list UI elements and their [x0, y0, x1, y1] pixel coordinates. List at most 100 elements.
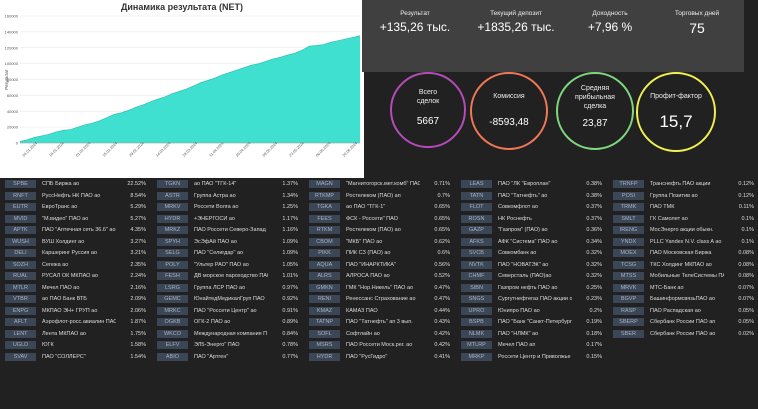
- ticker-badge: AFKS: [461, 237, 492, 246]
- instrument-name: ао ПАО "ТГК-1": [346, 204, 386, 210]
- instrument-share: 0.34%: [586, 238, 602, 245]
- instrument-share: 0.41%: [434, 353, 450, 360]
- list-item: SNGS Сургутнефтегаз ПАО акции о 0.23%: [456, 294, 606, 306]
- ticker-badge: EUTR: [5, 203, 36, 211]
- instrument-name: ПАО "Селигдар" ао: [194, 250, 244, 256]
- instrument-share: 0.37%: [586, 215, 602, 222]
- ticker-badge: ROSN: [461, 214, 492, 223]
- ticker-badge: IRENG: [613, 226, 644, 234]
- instrument-share: 0.36%: [586, 227, 602, 233]
- x-tick-label: 01.02.2024: [75, 141, 91, 157]
- ticker-column-2: TGKN ао ПАО "ТГК-14" 1.37% ASTR Группа Астра…: [152, 179, 302, 363]
- instrument-share: 3.27%: [130, 238, 146, 245]
- instrument-name: Ростелеком (ПАО) ап: [346, 192, 401, 199]
- x-tick-label: 25.04.2024: [235, 141, 251, 157]
- instrument-name: ПАО ТМК: [650, 204, 675, 210]
- instrument-share: 0.05%: [738, 319, 754, 325]
- ticker-badge: SELG: [157, 249, 188, 257]
- list-item: LSRG Группа ЛСР ПАО ао 0.97%: [152, 283, 302, 295]
- list-item: MRKV Россети Волга ао 1.25%: [152, 202, 302, 214]
- list-item: TRNFP Транснефть ПАО акции 0.12%: [608, 179, 758, 191]
- instrument-share: 0.84%: [282, 330, 298, 337]
- list-item: SVAV ПАО "СОЛЛЕРС" 1.54%: [0, 352, 150, 364]
- ticker-badge: MRKC: [157, 306, 188, 315]
- ticker-badge: MAGN: [309, 180, 340, 188]
- ticker-badge: YNDX: [613, 237, 644, 246]
- instrument-name: МКПАО ЭН+ ГРУП ао: [42, 307, 98, 314]
- list-item: SELG ПАО "Селигдар" ао 1.09%: [152, 248, 302, 260]
- instrument-name: Россети Волга ао: [194, 204, 239, 210]
- instrument-share: 1.37%: [282, 181, 298, 187]
- instrument-share: 2.35%: [130, 261, 146, 268]
- instrument-share: 2.06%: [130, 307, 146, 314]
- instrument-name: ПАО Россети Моск.рег. ао: [346, 342, 413, 348]
- instrument-name: Совкомфлот ао: [498, 204, 539, 210]
- ticker-badge: GAZP: [461, 226, 492, 234]
- x-tick-label: 09.05.2024: [262, 141, 278, 157]
- ticker-badge: BGVP: [613, 295, 644, 303]
- instrument-share: 0.02%: [738, 330, 754, 337]
- instrument-share: 1.05%: [282, 261, 298, 268]
- ticker-badge: FESH: [157, 272, 188, 280]
- ticker-badge: SPBE: [5, 180, 36, 188]
- instrument-name: ГК Самолет ао: [650, 215, 688, 222]
- instrument-name: Ростелеком (ПАО) ао: [346, 227, 401, 233]
- circle-avg-profit-trade-label: Средняя прибыльная сделка: [575, 85, 615, 110]
- instrument-name: Группа Астра ао: [194, 192, 236, 199]
- instrument-name: ПАО "Аптечная сеть 36.6" ао: [42, 227, 116, 233]
- list-item: TATN ПАО "Татнефть" ао 0.38%: [456, 191, 606, 203]
- list-item: GEMC ЮнайтедМедикалГруп ПАО 0.92%: [152, 294, 302, 306]
- ticker-badge: TRNFP: [613, 180, 644, 188]
- ticker-badge: TRMK: [613, 203, 644, 211]
- instrument-share: 2.24%: [130, 273, 146, 279]
- ticker-badge: UGLD: [5, 341, 36, 349]
- ticker-badge: ALRS: [309, 272, 340, 280]
- list-item: HYDR +ЭНЕРГОСИ ао 1.17%: [152, 214, 302, 226]
- ticker-badge: MRKZ: [157, 226, 188, 234]
- instrument-share: 1.58%: [130, 342, 146, 348]
- circle-avg-profit-trade: Средняя прибыльная сделка 23,87: [556, 72, 634, 150]
- list-item: RTKMP Ростелеком (ПАО) ап 0.7%: [304, 191, 454, 203]
- instrument-share: 0.07%: [738, 296, 754, 302]
- instrument-name: PLLC Yandex N.V. class A ао: [650, 238, 722, 245]
- y-tick-label: 20000: [7, 125, 19, 130]
- instrument-name: Сегежа ао: [42, 261, 69, 268]
- ticker-badge: RTKMP: [309, 191, 340, 200]
- instrument-share: 0.15%: [586, 353, 602, 360]
- instrument-share: 0.52%: [434, 273, 450, 279]
- y-tick-label: 100000: [5, 61, 19, 66]
- instrument-name: Аэрофлот-росс.авиалин ПАО: [42, 319, 116, 325]
- list-item: VTBR ао ПАО Банк ВТБ 2.09%: [0, 294, 150, 306]
- instrument-name: ПАО "НОВАТЭК" ао: [498, 261, 549, 268]
- ticker-badge: AFLT: [5, 318, 36, 326]
- instrument-share: 4.35%: [130, 227, 146, 233]
- list-item: DELI Каршеринг Руссия ао 3.21%: [0, 248, 150, 260]
- ticker-badge: SOZH: [5, 260, 36, 269]
- list-item: OGKB ОГК-2 ПАО ао 0.89%: [152, 317, 302, 329]
- list-item: SMLT ГК Самолет ао 0.1%: [608, 214, 758, 226]
- list-item: FEES ФСК - Россети" ПАО 0.65%: [304, 214, 454, 226]
- instrument-name: НК Роснефть: [498, 215, 532, 222]
- instrument-share: 0.1%: [741, 238, 754, 245]
- instrument-name: "Газпром" (ПАО) ао: [498, 227, 548, 233]
- instrument-name: ПАО "РусГидро": [346, 353, 388, 360]
- ticker-badge: RUAL: [5, 272, 36, 280]
- instrument-name: ПАО "ЛК "Европлан": [498, 181, 551, 187]
- stat-yield-value: +7,96 %: [587, 20, 633, 34]
- ticker-badge: ELFV: [157, 341, 188, 349]
- x-tick-label: 15.02.2024: [102, 141, 118, 157]
- list-item: WUSH ВУШ Холдинг ао 3.27%: [0, 237, 150, 249]
- instrument-share: 0.65%: [434, 227, 450, 233]
- list-item: RNFT РуссНефть НК ПАО ао 8.54%: [0, 191, 150, 203]
- instrument-share: 0.91%: [282, 307, 298, 314]
- ticker-column-4: LEAS ПАО "ЛК "Европлан" 0.38% TATN ПАО "Татн…: [456, 179, 606, 363]
- circle-profit-factor-label: Профит-фактор: [650, 93, 702, 100]
- ticker-badge: FEES: [309, 214, 340, 223]
- x-tick-label: 11.04.2024: [209, 142, 225, 158]
- instrument-share: 1.34%: [282, 192, 298, 199]
- x-tick-label: 29.02.2024: [129, 141, 145, 157]
- instrument-share: 0.23%: [586, 296, 602, 302]
- circle-total-trades-label: Всего сделок: [416, 89, 440, 105]
- ticker-badge: NVTK: [461, 260, 492, 269]
- ticker-badge: HYDR: [309, 352, 340, 361]
